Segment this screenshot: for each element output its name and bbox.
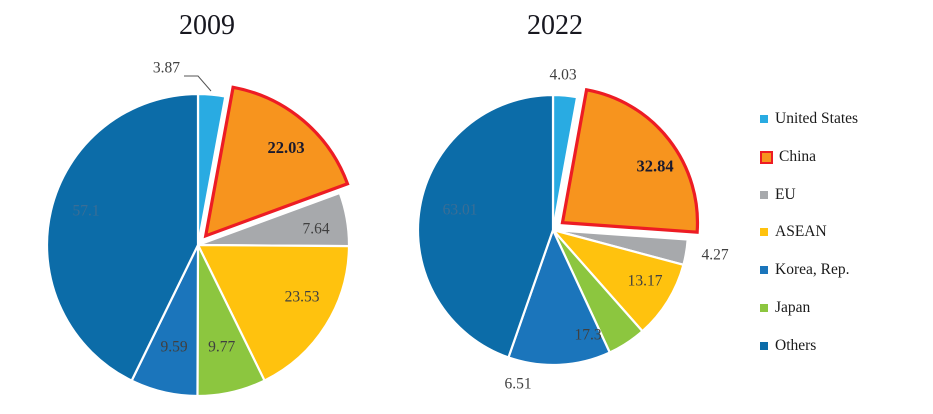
svg-text:57.1: 57.1 [72, 203, 99, 220]
svg-text:63.01: 63.01 [443, 202, 478, 219]
svg-text:17.3: 17.3 [574, 327, 601, 344]
svg-text:9.59: 9.59 [160, 338, 187, 355]
svg-text:3.87: 3.87 [153, 60, 180, 77]
svg-text:22.03: 22.03 [267, 138, 304, 157]
svg-text:7.64: 7.64 [302, 221, 329, 238]
svg-text:4.03: 4.03 [549, 67, 576, 84]
svg-text:23.53: 23.53 [285, 289, 320, 306]
svg-text:9.77: 9.77 [208, 339, 235, 356]
svg-text:6.51: 6.51 [504, 376, 531, 393]
svg-text:13.17: 13.17 [628, 273, 663, 290]
svg-text:4.27: 4.27 [701, 247, 728, 264]
svg-text:32.84: 32.84 [636, 156, 673, 175]
